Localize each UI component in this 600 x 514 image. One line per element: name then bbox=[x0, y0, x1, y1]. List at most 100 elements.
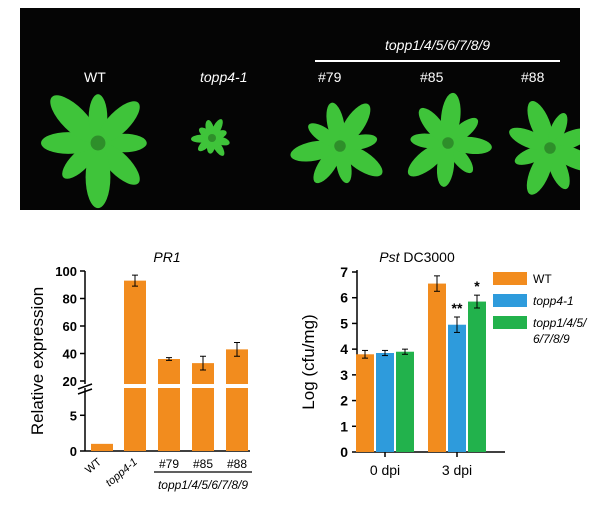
chart1-bar-4 bbox=[226, 349, 248, 451]
chart1-break-mark bbox=[77, 388, 93, 395]
chart2-significance-mark: ** bbox=[452, 300, 463, 316]
rosette-leaf bbox=[341, 145, 383, 177]
rosette-leaf bbox=[50, 95, 98, 143]
rosette-leaf bbox=[198, 127, 212, 139]
rosette-leaf bbox=[290, 140, 338, 162]
chart2-legend-swatch-2 bbox=[493, 316, 527, 329]
rosette-leaf bbox=[548, 112, 568, 147]
chart1-xtick-label-wt: WT bbox=[83, 456, 104, 476]
rosette-plant-4 bbox=[509, 100, 580, 195]
rosette-leaf bbox=[509, 127, 549, 151]
chart1-ytick-label: 100 bbox=[55, 264, 77, 279]
chart2-ytick-label: 0 bbox=[340, 444, 348, 460]
rosette-leaf bbox=[448, 117, 479, 144]
chart2-title-italic: Pst bbox=[379, 249, 403, 265]
rosette-leaf bbox=[450, 136, 492, 155]
rosette-leaf bbox=[211, 119, 223, 138]
chart2-legend-label-2: topp1/4/5/ bbox=[533, 316, 588, 330]
rosette-center bbox=[208, 134, 216, 142]
rosette-leaf bbox=[341, 134, 378, 151]
rosette-photo bbox=[41, 92, 580, 209]
chart1-break-mark bbox=[77, 383, 93, 390]
chart1-xtick-label-topp4-1: topp4-1 bbox=[104, 456, 140, 489]
chart1-xtick-label-line: #85 bbox=[193, 457, 213, 471]
chart2-ytick-label: 5 bbox=[340, 315, 348, 331]
chart2-significance-mark: * bbox=[474, 278, 480, 294]
rosette-leaf bbox=[198, 137, 212, 152]
rosette-leaf bbox=[547, 149, 570, 190]
chart1-ytick-label: 5 bbox=[70, 408, 77, 423]
chart2-legend-swatch-0 bbox=[493, 272, 527, 285]
chart1-ytick-label: 80 bbox=[63, 292, 77, 307]
chart2-legend-swatch-1 bbox=[493, 294, 527, 307]
chart1-bar-0 bbox=[91, 443, 113, 451]
chart2-legend-label-0: WT bbox=[533, 272, 552, 286]
chart2-xtick-label: 0 dpi bbox=[370, 462, 400, 478]
rosette-plant-0 bbox=[41, 94, 147, 209]
rosette-leaf bbox=[62, 143, 98, 179]
rosette-leaf bbox=[551, 145, 580, 172]
rosette-plant-1 bbox=[191, 119, 230, 156]
rosette-leaf bbox=[98, 101, 140, 143]
chart2-bar-s0-g1 bbox=[428, 283, 446, 452]
rosette-leaf bbox=[527, 100, 553, 147]
rosette-center bbox=[544, 142, 556, 154]
photo-label-79: #79 bbox=[318, 69, 342, 85]
chart1-title: PR1 bbox=[153, 249, 180, 265]
chart1-bar-1 bbox=[124, 280, 146, 451]
chart2-ytick-label: 2 bbox=[340, 393, 348, 409]
photo-label-88: #88 bbox=[521, 69, 545, 85]
rosette-leaf bbox=[418, 107, 449, 143]
chart1-bar-3 bbox=[192, 363, 214, 451]
rosette-photo-panel: topp1/4/5/6/7/8/9 WT topp4-1 #79 #85 #88 bbox=[20, 8, 580, 210]
chart2-bar-s1-g1 bbox=[448, 324, 466, 452]
rosette-leaf bbox=[212, 130, 227, 140]
chart2-title: Pst DC3000 bbox=[379, 249, 455, 265]
rosette-center bbox=[442, 137, 454, 149]
photo-group-line bbox=[315, 60, 560, 62]
chart1-bar-2 bbox=[158, 359, 180, 451]
chart2-bar-s2-g1 bbox=[468, 301, 486, 452]
chart1-ylabel: Relative expression bbox=[28, 287, 47, 435]
photo-label-wt: WT bbox=[84, 69, 106, 85]
photo-label-topp4-1: topp4-1 bbox=[200, 69, 248, 85]
chart2-title-rest: DC3000 bbox=[403, 249, 455, 265]
rosette-leaf bbox=[98, 143, 140, 185]
chart2-ytick-label: 1 bbox=[340, 418, 348, 434]
chart1-xtick-label-line: #79 bbox=[159, 457, 179, 471]
chart2-bar-s0-g0 bbox=[356, 354, 374, 452]
chart1-ytick-label: 40 bbox=[63, 347, 77, 362]
chart2-ytick-label: 3 bbox=[340, 367, 348, 383]
rosette-leaf bbox=[339, 103, 371, 145]
chart1-xtick-label-line: #88 bbox=[227, 457, 247, 471]
photo-group-label: topp1/4/5/6/7/8/9 bbox=[385, 37, 491, 53]
chart2-ytick-label: 6 bbox=[340, 290, 348, 306]
rosette-leaf bbox=[407, 142, 448, 177]
chart1-ytick-label: 20 bbox=[63, 374, 77, 389]
rosette-leaf bbox=[447, 143, 474, 174]
chart2-legend-label-2: 6/7/8/9 bbox=[533, 332, 570, 346]
pst-growth-chart: Pst DC3000 Log (cfu/mg) 0 1 2 3 4 5 6 7 0 dpi 3 dpi… bbox=[300, 249, 588, 478]
rosette-leaf bbox=[526, 149, 553, 195]
chart2-bar-s1-g0 bbox=[376, 353, 394, 452]
rosette-leaf bbox=[308, 123, 340, 147]
chart1-ytick-label: 0 bbox=[70, 444, 77, 459]
rosette-center bbox=[90, 135, 106, 151]
chart2-ytick-label: 4 bbox=[340, 341, 348, 357]
rosette-leaf bbox=[85, 146, 111, 209]
chart1-ytick-label: 60 bbox=[63, 319, 77, 334]
chart2-ylabel: Log (cfu/mg) bbox=[300, 314, 318, 409]
chart1-axis-break-gap bbox=[79, 384, 249, 388]
rosette-plant-3 bbox=[407, 92, 492, 187]
rosette-leaf bbox=[514, 145, 549, 165]
chart1-group-label: topp1/4/5/6/7/8/9 bbox=[158, 478, 248, 492]
rosette-leaf bbox=[313, 147, 341, 184]
photo-label-85: #85 bbox=[420, 69, 444, 85]
chart2-xtick-label: 3 dpi bbox=[442, 462, 472, 478]
chart2-bar-s2-g0 bbox=[396, 351, 414, 452]
chart2-legend-label-1: topp4-1 bbox=[533, 294, 574, 308]
rosette-center bbox=[334, 140, 346, 152]
chart2-ytick-label: 7 bbox=[340, 264, 348, 280]
rosette-leaf bbox=[551, 128, 580, 151]
